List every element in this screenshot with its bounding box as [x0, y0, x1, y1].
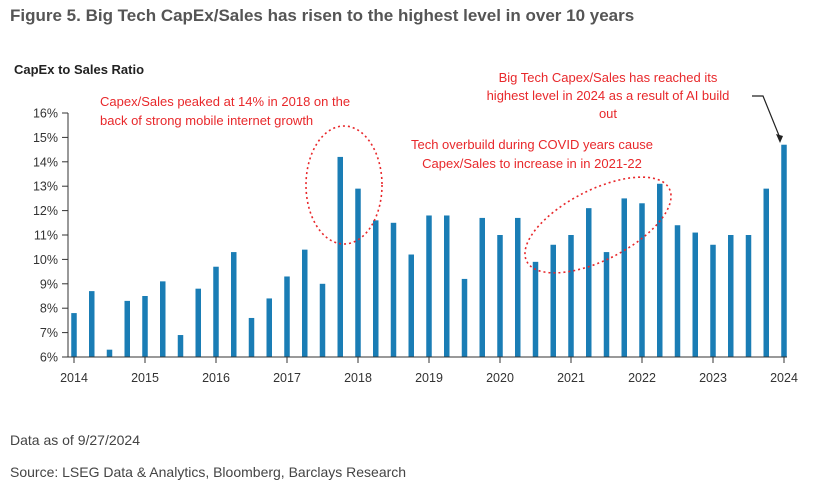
x-tick-label: 2019 [415, 371, 443, 385]
annotation-ai-buildout: highest level in 2024 as a result of AI … [487, 88, 730, 103]
annotation-covid-overbuild: Capex/Sales to increase in in 2021-22 [422, 156, 642, 171]
chart-title: Figure 5. Big Tech CapEx/Sales has risen… [10, 6, 635, 25]
data-as-of-note: Data as of 9/27/2024 [10, 432, 140, 448]
bar [231, 252, 237, 357]
bar [497, 235, 503, 357]
y-tick-label: 11% [34, 229, 58, 243]
annotations: Capex/Sales peaked at 14% in 2018 on the… [100, 70, 783, 274]
bar [248, 317, 255, 357]
highlight-ellipse-2018 [305, 125, 383, 245]
y-tick-label: 8% [40, 302, 58, 316]
bar [515, 217, 521, 357]
bar [586, 208, 592, 357]
bar [106, 349, 113, 357]
x-tick-label: 2016 [202, 371, 230, 385]
bar [71, 313, 77, 357]
bar [692, 232, 698, 357]
y-tick-label: 6% [40, 351, 58, 365]
bar [213, 266, 219, 357]
bar [284, 276, 290, 357]
bar [426, 215, 432, 357]
bar [142, 296, 148, 357]
y-tick-label: 10% [33, 253, 58, 267]
bar [337, 156, 343, 357]
bar [408, 254, 414, 357]
bar [266, 298, 272, 357]
bar [355, 188, 361, 357]
bar [444, 215, 450, 357]
bar [461, 278, 468, 357]
bar [728, 235, 734, 357]
annotation-ai-buildout: Big Tech Capex/Sales has reached its [499, 70, 718, 85]
bar [177, 335, 184, 357]
capex-sales-bar-chart: 6%7%8%9%10%11%12%13%14%15%16% 2014 2015 20… [33, 70, 798, 385]
y-axis-ticks: 6% 7% 8% 9% 10% 11% 12% 13% 14% 15% 16% [33, 107, 69, 365]
highlight-ellipse-2021-22 [524, 176, 672, 274]
bar [674, 225, 681, 357]
x-tick-label: 2015 [131, 371, 159, 385]
bar [657, 183, 663, 357]
y-tick-label: 13% [33, 180, 58, 194]
y-tick-label: 9% [40, 277, 58, 291]
bar [550, 244, 556, 357]
bar [124, 300, 130, 357]
bar [319, 283, 326, 357]
y-tick-label: 14% [33, 155, 58, 169]
bar [639, 203, 645, 357]
source-note: Source: LSEG Data & Analytics, Bloomberg… [10, 464, 407, 480]
x-tick-label: 2014 [60, 371, 88, 385]
y-tick-label: 16% [33, 107, 58, 121]
bar [160, 281, 166, 357]
y-tick-label: 12% [33, 204, 58, 218]
x-tick-label: 2023 [699, 371, 727, 385]
bar [195, 288, 201, 357]
x-tick-label: 2024 [770, 371, 798, 385]
y-axis-label: CapEx to Sales Ratio [14, 62, 145, 77]
x-axis: 2014 2015 2016 2017 2018 2019 2020 2021 2022 2023… [60, 356, 798, 385]
bar [710, 244, 716, 357]
x-tick-label: 2017 [273, 371, 301, 385]
bar [603, 252, 610, 357]
bar-series [71, 144, 787, 357]
x-tick-label: 2021 [557, 371, 585, 385]
annotation-covid-overbuild: Tech overbuild during COVID years cause [411, 137, 653, 152]
bar [745, 235, 752, 357]
x-tick-label: 2020 [486, 371, 514, 385]
bar [390, 222, 397, 357]
y-tick-label: 15% [33, 131, 58, 145]
bar [763, 188, 769, 357]
bar [479, 217, 485, 357]
annotation-2018-peak: back of strong mobile internet growth [100, 113, 313, 128]
bar [302, 249, 308, 357]
bar [781, 144, 787, 357]
bar [89, 291, 95, 357]
annotation-2018-peak: Capex/Sales peaked at 14% in 2018 on the [100, 94, 350, 109]
x-tick-label: 2018 [344, 371, 372, 385]
annotation-ai-buildout: out [599, 106, 617, 121]
annotation-leader-line [752, 95, 781, 139]
bar [373, 220, 379, 357]
x-tick-label: 2022 [628, 371, 656, 385]
bar [568, 235, 574, 357]
annotation-arrowhead [776, 134, 783, 143]
bar [621, 198, 627, 357]
bar [532, 261, 539, 357]
y-tick-label: 7% [40, 326, 58, 340]
